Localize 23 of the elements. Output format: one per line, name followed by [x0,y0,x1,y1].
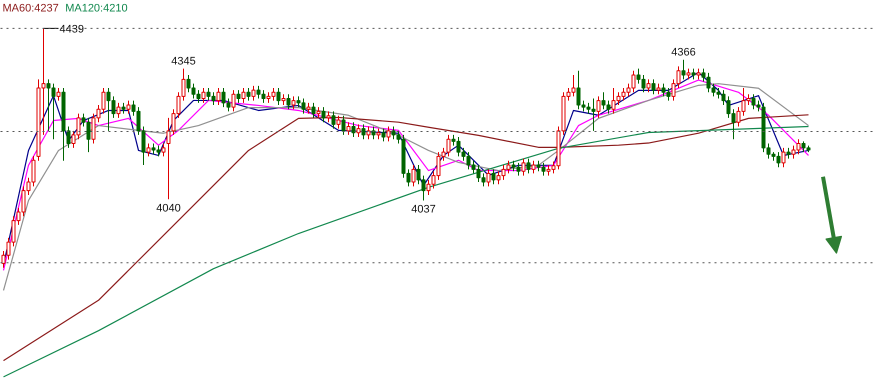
candlestick [686,68,690,80]
candlestick [386,126,390,142]
candlestick [146,143,150,157]
candlestick [692,68,696,80]
candlestick [352,122,356,138]
candlestick [412,164,416,187]
annotation: 4037 [411,203,436,216]
candlestick [316,106,320,118]
text: MA60:4237 [2,2,59,14]
candlestick [162,143,166,157]
candlestick [202,87,206,104]
annotation: 4366 [671,46,696,59]
text: MA120:4210 [65,2,128,14]
candlestick [276,87,280,106]
annotation: 4439 [60,23,84,36]
candlestick [286,94,290,110]
candlestick [242,87,246,104]
candlestick [282,94,286,106]
candlestick [682,59,686,80]
annotation: 4345 [171,56,196,68]
candlestick [696,68,700,80]
annotation: 4040 [156,202,181,214]
candlestick [216,87,220,106]
